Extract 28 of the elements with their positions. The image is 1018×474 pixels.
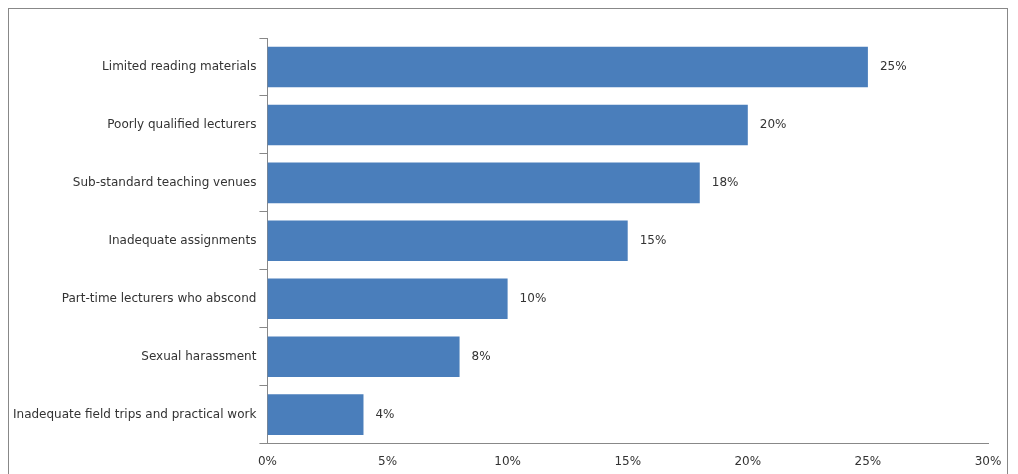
y-tick-label: Sub-standard teaching venues [72,174,257,189]
x-tick-label: 0% [257,453,277,468]
bar [267,220,628,262]
data-label: 20% [759,117,787,132]
x-tick-label: 25% [854,453,882,468]
x-tick-label: 10% [494,453,521,468]
bar [267,336,460,377]
y-tick-label: Inadequate field trips and practical work [12,406,257,421]
y-tick-label: Inadequate assignments [108,232,257,247]
bar [267,46,868,88]
bar [267,162,700,204]
y-tick-label: Poorly qualified lecturers [107,117,257,132]
y-tick-label: Limited reading materials [102,59,257,74]
bar [267,278,508,320]
data-label: 25% [879,59,907,74]
bar [267,104,748,146]
data-label: 4% [375,406,395,421]
x-tick-label: 15% [614,453,642,468]
y-tick-label: Part-time lecturers who abscond [61,290,257,305]
data-label: 8% [471,348,491,363]
data-label: 18% [711,174,739,189]
data-label: 10% [519,290,547,305]
y-tick-label: Sexual harassment [141,348,257,363]
x-tick-label: 5% [377,453,398,468]
x-tick-label: 20% [734,453,762,468]
data-label: 15% [639,232,667,247]
x-tick-label: 30% [974,453,1002,468]
bar [267,394,364,435]
